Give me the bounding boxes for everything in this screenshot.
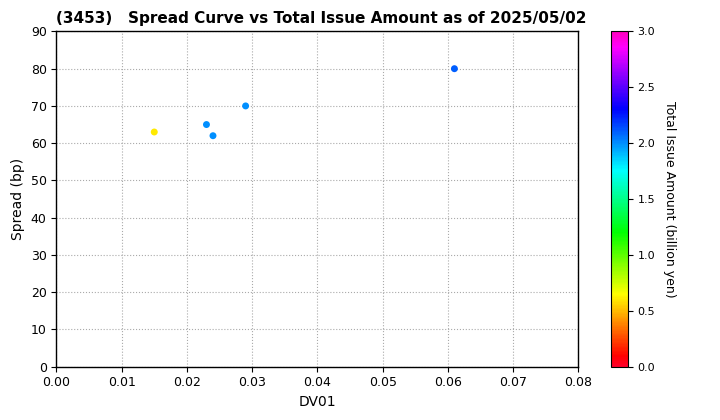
Text: (3453)   Spread Curve vs Total Issue Amount as of 2025/05/02: (3453) Spread Curve vs Total Issue Amoun… [56,11,587,26]
Point [240,102,251,109]
Point [449,66,460,72]
Point [148,129,160,135]
Point [207,132,219,139]
X-axis label: DV01: DV01 [299,395,336,409]
Point [201,121,212,128]
Y-axis label: Total Issue Amount (billion yen): Total Issue Amount (billion yen) [663,101,676,297]
Y-axis label: Spread (bp): Spread (bp) [11,158,25,240]
